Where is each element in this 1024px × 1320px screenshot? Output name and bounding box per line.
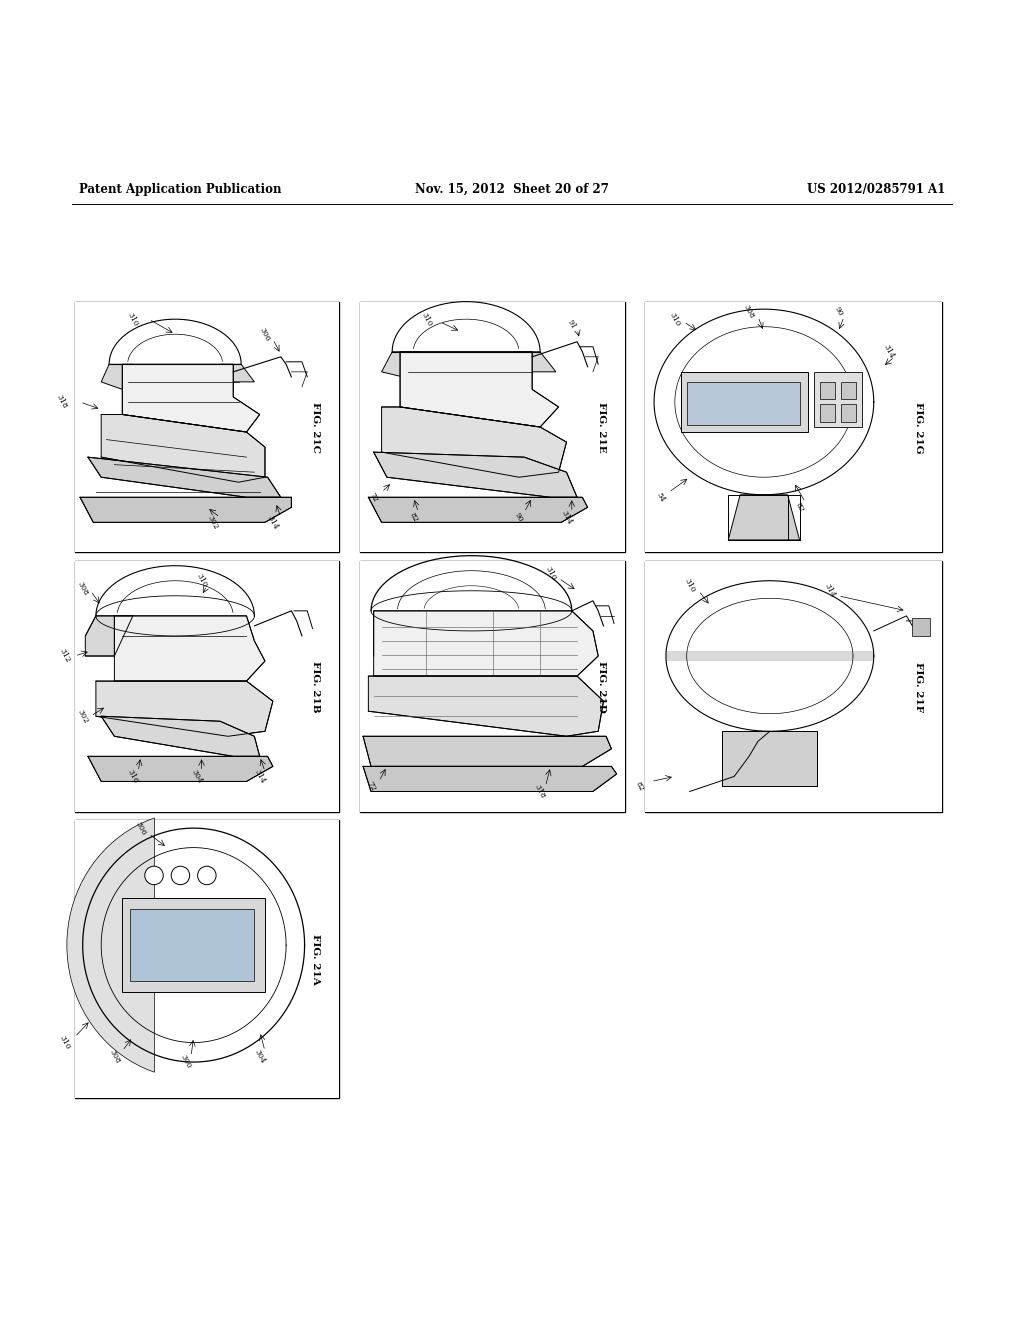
Text: FIG. 21C: FIG. 21C [311, 403, 319, 453]
Text: 82: 82 [408, 511, 419, 524]
Polygon shape [88, 756, 272, 781]
Text: 90: 90 [833, 305, 844, 318]
Bar [360, 301, 625, 553]
Text: 72: 72 [368, 491, 380, 503]
Text: 306: 306 [134, 820, 147, 837]
Bar [645, 301, 942, 553]
Circle shape [198, 866, 216, 884]
Bar [360, 561, 625, 812]
Polygon shape [369, 498, 588, 523]
Bar [687, 381, 800, 425]
Polygon shape [85, 616, 133, 656]
Bar [75, 820, 339, 1098]
Text: 318: 318 [534, 783, 547, 800]
Bar [360, 561, 625, 812]
Text: 310: 310 [668, 310, 682, 327]
Polygon shape [96, 681, 272, 737]
Text: 310: 310 [683, 577, 696, 594]
Text: 72: 72 [366, 780, 377, 792]
Text: 306: 306 [258, 326, 272, 343]
Polygon shape [88, 457, 281, 498]
Polygon shape [67, 818, 155, 1072]
Circle shape [171, 866, 189, 884]
Text: Nov. 15, 2012  Sheet 20 of 27: Nov. 15, 2012 Sheet 20 of 27 [415, 183, 609, 195]
Polygon shape [666, 651, 873, 661]
Text: 82: 82 [634, 780, 645, 792]
Text: 310: 310 [126, 310, 140, 327]
Bar [645, 561, 942, 812]
Text: 308: 308 [742, 304, 756, 319]
Text: FIG. 21E: FIG. 21E [597, 403, 605, 453]
Bar [912, 618, 930, 636]
Bar [130, 909, 254, 981]
Bar [75, 561, 339, 812]
Circle shape [144, 866, 163, 884]
Bar [75, 820, 339, 1098]
Text: 308: 308 [108, 1048, 122, 1065]
Text: 308: 308 [76, 579, 90, 597]
Text: 314: 314 [559, 510, 573, 525]
Text: FIG. 21A: FIG. 21A [311, 933, 319, 985]
Polygon shape [374, 453, 578, 498]
Bar [820, 404, 836, 422]
Polygon shape [115, 616, 265, 681]
Text: 314: 314 [882, 343, 896, 360]
Text: 302: 302 [76, 708, 90, 725]
Polygon shape [364, 767, 616, 792]
Text: 314: 314 [822, 582, 837, 599]
Bar [645, 561, 942, 812]
Polygon shape [80, 498, 292, 523]
Bar [360, 301, 625, 553]
Text: 318: 318 [54, 393, 69, 411]
Polygon shape [382, 351, 419, 378]
Bar [681, 372, 809, 432]
Polygon shape [364, 737, 611, 767]
Polygon shape [369, 676, 603, 737]
Text: 310: 310 [544, 565, 558, 582]
Text: 302: 302 [205, 513, 219, 531]
Text: 316: 316 [126, 768, 140, 785]
Text: 310: 310 [420, 310, 433, 327]
Text: FIG. 21D: FIG. 21D [597, 661, 605, 713]
Text: FIG. 21B: FIG. 21B [311, 661, 319, 713]
Text: 304: 304 [189, 768, 204, 785]
Text: 314: 314 [253, 768, 266, 785]
Bar [75, 301, 339, 553]
Text: 312: 312 [57, 648, 72, 664]
Polygon shape [122, 364, 260, 432]
Bar [841, 381, 856, 400]
Text: 310: 310 [57, 1034, 72, 1051]
Text: FIG. 21G: FIG. 21G [914, 401, 923, 453]
Bar [645, 301, 942, 553]
Bar [820, 381, 836, 400]
Polygon shape [722, 731, 817, 787]
Text: 314: 314 [266, 513, 280, 531]
Bar [75, 301, 339, 553]
Text: Patent Application Publication: Patent Application Publication [79, 183, 282, 195]
Bar [122, 898, 265, 993]
Polygon shape [220, 364, 254, 381]
Polygon shape [514, 351, 556, 372]
Text: US 2012/0285791 A1: US 2012/0285791 A1 [807, 183, 945, 195]
Polygon shape [374, 611, 598, 676]
Text: 54: 54 [654, 491, 666, 503]
Text: 91: 91 [566, 318, 578, 330]
Text: 304: 304 [253, 1048, 266, 1065]
Bar [841, 404, 856, 422]
Polygon shape [728, 495, 800, 540]
Text: 90: 90 [513, 511, 524, 524]
Polygon shape [382, 407, 566, 478]
Polygon shape [101, 414, 265, 482]
Polygon shape [101, 717, 260, 756]
Text: 300: 300 [179, 1053, 193, 1071]
Text: FIG. 21F: FIG. 21F [914, 661, 923, 711]
Text: 82: 82 [794, 502, 805, 513]
Polygon shape [400, 351, 559, 428]
Bar [814, 372, 862, 428]
Polygon shape [101, 364, 133, 389]
Bar [75, 561, 339, 812]
Text: 310: 310 [195, 573, 209, 589]
